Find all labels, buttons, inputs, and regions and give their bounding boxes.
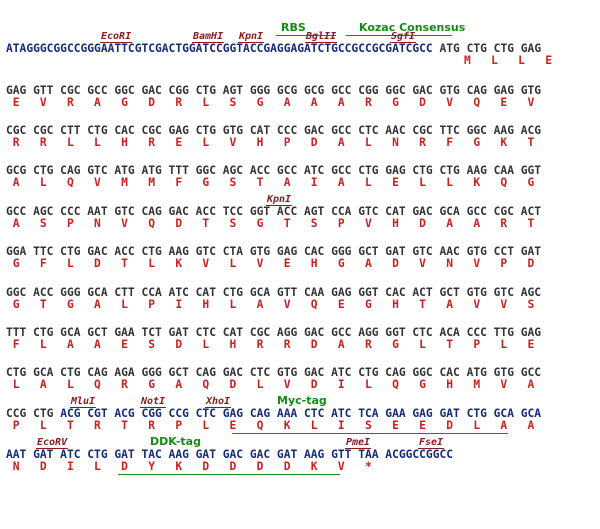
aa-row: G F L D T L K V L V E H G A D V N V P D (6, 257, 535, 270)
aa-row: G T G A L P I H L A V Q E G H T A V V S (6, 298, 535, 311)
ddk-tag-label: DDK-tag (150, 435, 201, 448)
vector-dna: ACG CGT ACG CGG CCG CTC GAG CAG AAA CTC … (60, 407, 542, 420)
fsei-site: FseI (418, 437, 445, 449)
dna-row: CTG GCA CTG CAG AGA GGG GCT CAG GAC CTC … (6, 366, 542, 379)
aa-row: P L T R T R P L E Q K L I S E E D L A A (6, 419, 535, 432)
dna-row: GAG GTT CGC GCC GGC GAC CGG CTG AGT GGG … (6, 84, 542, 97)
sgfi-site: SgfI (390, 31, 417, 43)
start-codons: ATG CTG CTG GAG (439, 42, 542, 55)
dna-row-myc: CCG CTG ACG CGT ACG CGG CCG CTC GAG CAG … (6, 408, 541, 420)
dna-row: GGC ACC GGG GCA CTT CCA ATC CAT CTG GCA … (6, 286, 542, 299)
bamhi-site: BamHI (192, 31, 225, 43)
vector-dna-sequence: ATAGGGCGGCCGGGAATTCGTCGACTGGATCCGGTACCGA… (6, 43, 541, 55)
aa-row: R R L L H R E L V H P D A L N R F G K T (6, 136, 535, 149)
start-amino-acids: M L L E (464, 54, 553, 67)
aa-row: A L Q V M M F G S T A I A L E L L K Q G (6, 176, 535, 189)
aa-row: F L A A E S D L H R R D A R G L T P L E (6, 338, 535, 351)
aa-row: E V R A G D R L S G A A A R G D V Q E V (6, 96, 535, 109)
dna-row: AAT GAT ATC CTG GAT TAC AAG GAT GAC GAC … (6, 448, 454, 461)
noti-site: NotI (140, 396, 167, 408)
ecori-site: EcoRI (100, 31, 133, 43)
mlui-site: MluI (70, 396, 97, 408)
ecorv-site: EcoRV (36, 437, 69, 449)
aa-row: N D I L D Y K D D D D K V * (6, 460, 372, 473)
aa-row: A S P N V Q D T S G T S P V H D A A R T (6, 217, 535, 230)
aa-row: L A L Q R G A Q D L V D I L Q G H M V A (6, 378, 535, 391)
kozac-underline (346, 35, 452, 36)
dna-row: TTT CTG GCA GCT GAA TCT GAT CTC CAT CGC … (6, 326, 542, 339)
dna-row: CGC CGC CTT CTG CAC CGC GAG CTG GTG CAT … (6, 124, 542, 137)
pmei-site: PmeI (345, 437, 372, 449)
myc-tag-label: Myc-tag (277, 394, 327, 407)
myc-tag-underline (232, 433, 508, 434)
kozac-consensus-label: Kozac Consensus (359, 21, 466, 34)
dna-row: GGA TTC CTG GAC ACC CTG AAG GTC CTA GTG … (6, 245, 542, 258)
vector-dna: ATAGGGCGGCCGGGAATTCGTCGACTGGATCCGGTACCGA… (6, 42, 433, 55)
bglii-site: BglII (305, 31, 338, 43)
dna-row: GCG CTG CAG GTC ATG ATG TTT GGC AGC ACC … (6, 164, 542, 177)
ddk-tag-underline (118, 474, 340, 475)
rbs-underline (276, 35, 336, 36)
xhoi-site: XhoI (205, 396, 232, 408)
dna-row: GCC AGC CCC AAT GTC CAG GAC ACC TCC GGT … (6, 205, 542, 218)
rbs-label: RBS (281, 21, 306, 34)
insert-dna: CCG CTG (6, 407, 61, 420)
kpni-site: KpnI (238, 31, 265, 43)
kpni-site-2: KpnI (266, 194, 293, 206)
